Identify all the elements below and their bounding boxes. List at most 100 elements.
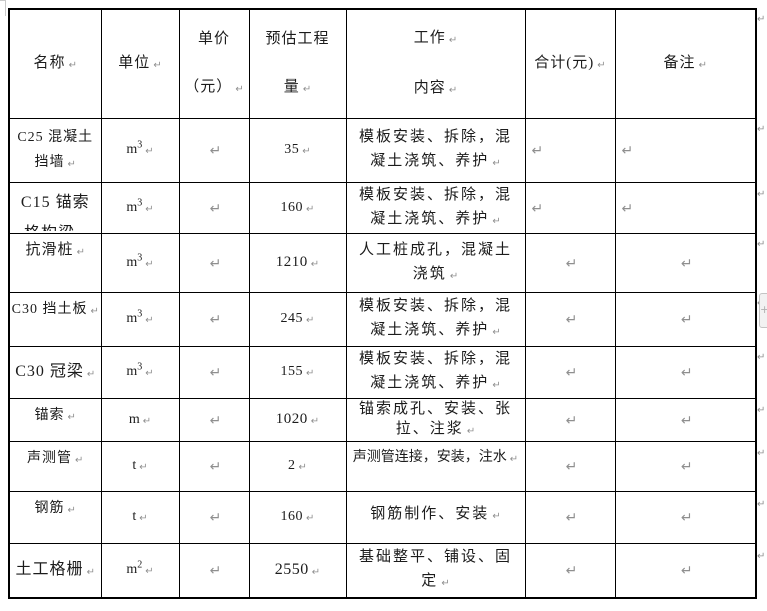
cell-work-content[interactable]: 模板安装、拆除，混 凝土浇筑、养护 ↵ [345, 117, 526, 183]
cell-quantity[interactable]: 155 ↵ [248, 345, 347, 399]
cell-unit[interactable]: m3↵ [100, 117, 180, 183]
header-work-content[interactable]: 工作 ↵ 内容 ↵ [345, 8, 526, 119]
header-name-label: 名称 [33, 54, 66, 71]
work-content-line1: 锚索成孔、安装、张 [358, 400, 512, 417]
cell-remark[interactable]: ↵ [614, 232, 757, 293]
work-content-line2: 凝土浇筑、养护 [370, 322, 490, 338]
cell-name[interactable]: 钢筋 ↵ [8, 490, 102, 544]
cell-unit[interactable]: m3↵ [100, 291, 180, 347]
row-end-paragraph-mark-icon: ↵ [757, 551, 766, 562]
cell-unit[interactable]: m3↵ [100, 181, 180, 234]
cell-unit[interactable]: m2↵ [100, 542, 180, 599]
cell-remark[interactable]: ↵ [614, 542, 757, 599]
cell-total[interactable]: ↵ [524, 181, 616, 234]
cell-total[interactable]: ↵ [524, 542, 616, 599]
cell-unit[interactable]: m3↵ [100, 232, 180, 293]
header-quantity[interactable]: 预估工程 量 ↵ [248, 8, 347, 119]
cell-unit[interactable]: m ↵ [100, 397, 180, 442]
work-content-line2: 凝土浇筑、养护 [370, 375, 490, 391]
cell-quantity[interactable]: 160 ↵ [248, 181, 347, 234]
paragraph-mark-icon: ↵ [680, 510, 693, 526]
header-total[interactable]: 合计(元) ↵ [524, 8, 616, 119]
cell-unit-price[interactable]: ↵ [178, 490, 250, 544]
cell-total[interactable]: ↵ [524, 291, 616, 347]
cell-work-content[interactable]: 模板安装、拆除，混 凝土浇筑、养护 ↵ [345, 291, 526, 347]
unit-exponent: 3 [137, 139, 143, 151]
paragraph-mark-icon: ↵ [68, 59, 77, 71]
header-remark[interactable]: 备注 ↵ [614, 8, 757, 119]
paragraph-mark-icon: ↵ [235, 83, 244, 95]
cell-unit-price[interactable]: ↵ [178, 397, 250, 442]
item-name-line1: C30 冠梁 [15, 362, 84, 380]
unit-exponent: 3 [137, 308, 143, 320]
cell-quantity[interactable]: 1020 ↵ [248, 397, 347, 442]
paragraph-mark-icon: ↵ [78, 221, 86, 231]
cell-quantity[interactable]: 2550 ↵ [248, 542, 347, 599]
cell-unit-price[interactable]: ↵ [178, 232, 250, 293]
cell-name[interactable]: C15 锚索 格构梁↵ [8, 181, 102, 234]
cell-unit-price[interactable]: ↵ [178, 345, 250, 399]
cell-name[interactable]: C25 混凝土 挡墙 ↵ [8, 117, 102, 183]
unit-value: m [128, 411, 140, 427]
cell-unit-price[interactable]: ↵ [178, 181, 250, 234]
table-handle-fragment [0, 0, 6, 16]
table-row: C30 挡土板 ↵ m3↵ ↵ 245 ↵ 模板安装、拆除，混 凝土浇筑、养护 ↵ ↵… [8, 291, 757, 347]
cell-remark[interactable]: ↵ [614, 291, 757, 347]
cell-total[interactable]: ↵ [524, 440, 616, 492]
cell-remark[interactable]: ↵ [614, 345, 757, 399]
cell-quantity[interactable]: 160 ↵ [248, 490, 347, 544]
cell-name[interactable]: C30 挡土板 ↵ [8, 291, 102, 347]
unit-value: m [126, 562, 138, 578]
cell-work-content[interactable]: 人工桩成孔，混凝土 浇筑 ↵ [345, 232, 526, 293]
header-name[interactable]: 名称 ↵ [8, 8, 102, 119]
cell-work-content[interactable]: 钢筋制作、安装 ↵ [345, 490, 526, 544]
cell-total[interactable]: ↵ [524, 490, 616, 544]
paragraph-mark-icon: ↵ [565, 365, 578, 381]
paragraph-mark-icon: ↵ [492, 158, 501, 169]
work-content-line1: 模板安装、拆除，混 [358, 129, 512, 145]
cell-name[interactable]: C30 冠梁 ↵ [8, 345, 102, 399]
cell-total[interactable]: ↵ [524, 397, 616, 442]
paragraph-mark-icon: ↵ [302, 146, 311, 157]
cell-name[interactable]: 土工格栅 ↵ [8, 542, 102, 599]
cell-work-content[interactable]: 模板安装、拆除，混 凝土浇筑、养护 ↵ [345, 181, 526, 234]
cell-unit[interactable]: t ↵ [100, 490, 180, 544]
cell-unit-price[interactable]: ↵ [178, 291, 250, 347]
work-content-line1: 钢筋制作、安装 [370, 505, 490, 522]
cell-quantity[interactable]: 35 ↵ [248, 117, 347, 183]
cell-quantity[interactable]: 245 ↵ [248, 291, 347, 347]
cell-total[interactable]: ↵ [524, 232, 616, 293]
cell-name[interactable]: 锚索 ↵ [8, 397, 102, 442]
table-row: 抗滑桩 ↵ m3↵ ↵ 1210 ↵ 人工桩成孔，混凝土 浇筑 ↵ ↵ ↵ [8, 232, 757, 293]
cell-work-content[interactable]: 基础整平、铺设、固 定 ↵ [345, 542, 526, 599]
cell-total[interactable]: ↵ [524, 345, 616, 399]
cell-remark[interactable]: ↵ [614, 397, 757, 442]
table-insert-handle-fragment[interactable]: + [759, 293, 767, 328]
cell-work-content[interactable]: 声测管连接，安装，注水 ↵ [345, 440, 526, 492]
cell-remark[interactable]: ↵ [614, 440, 757, 492]
cell-quantity[interactable]: 1210 ↵ [248, 232, 347, 293]
paragraph-mark-icon: ↵ [142, 415, 152, 427]
paragraph-mark-icon: ↵ [145, 368, 154, 379]
table-row: 锚索 ↵ m ↵ ↵ 1020 ↵ 锚索成孔、安装、张 拉、注浆 ↵ ↵ ↵ [8, 397, 757, 442]
cell-unit-price[interactable]: ↵ [178, 542, 250, 599]
cell-remark[interactable]: ↵ [614, 117, 757, 183]
cell-unit-price[interactable]: ↵ [178, 440, 250, 492]
cell-work-content[interactable]: 锚索成孔、安装、张 拉、注浆 ↵ [345, 397, 526, 442]
cell-remark[interactable]: ↵ [614, 490, 757, 544]
cell-work-content[interactable]: 模板安装、拆除，混 凝土浇筑、养护 ↵ [345, 345, 526, 399]
cell-unit[interactable]: t ↵ [100, 440, 180, 492]
cell-unit-price[interactable]: ↵ [178, 117, 250, 183]
table-row: 钢筋 ↵ t ↵ ↵ 160 ↵ 钢筋制作、安装 ↵ ↵ ↵ [8, 490, 757, 544]
header-unit[interactable]: 单位 ↵ [100, 8, 180, 119]
cell-quantity[interactable]: 2 ↵ [248, 440, 347, 492]
cell-unit[interactable]: m3↵ [100, 345, 180, 399]
paragraph-mark-icon: ↵ [209, 143, 222, 159]
cell-remark[interactable]: ↵ [614, 181, 757, 234]
cell-total[interactable]: ↵ [524, 117, 616, 183]
cell-name[interactable]: 声测管 ↵ [8, 440, 102, 492]
cell-name[interactable]: 抗滑桩 ↵ [8, 232, 102, 293]
paragraph-mark-icon: ↵ [680, 255, 693, 272]
paragraph-mark-icon: ↵ [492, 380, 501, 391]
header-unit-price[interactable]: 单价 （元） ↵ [178, 8, 250, 119]
